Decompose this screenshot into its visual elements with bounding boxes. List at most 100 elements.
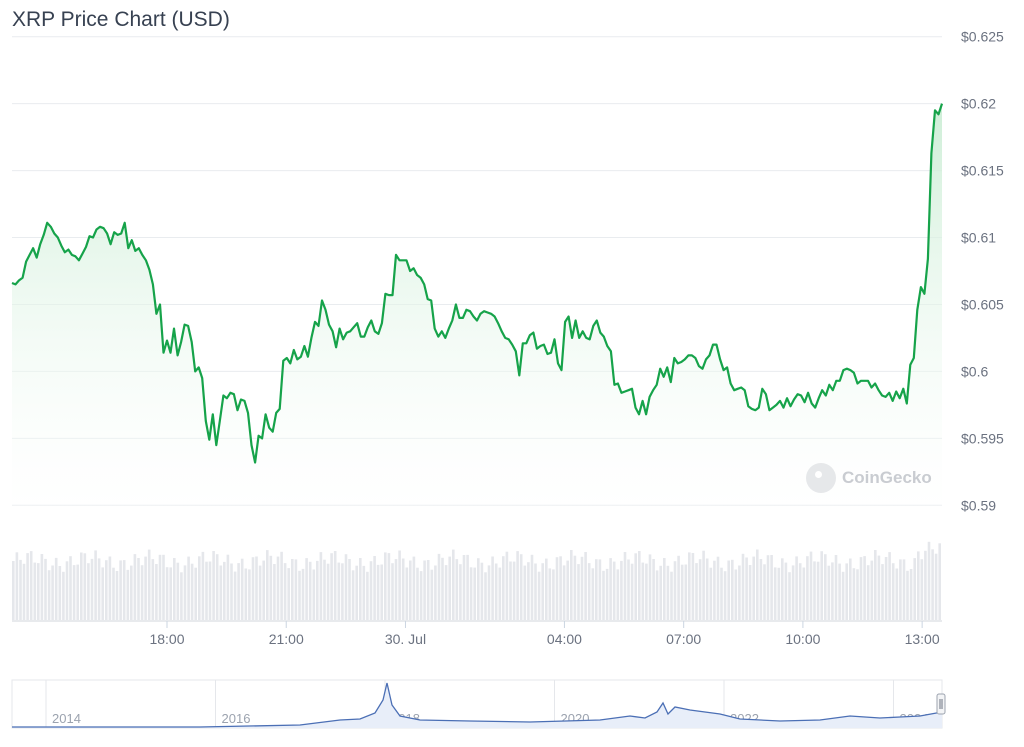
volume-bar [355, 565, 358, 620]
volume-bar [40, 554, 44, 620]
navigator-line [12, 682, 943, 728]
volume-bar [233, 571, 237, 620]
volume-bar [348, 559, 351, 620]
volume-bar [198, 556, 201, 620]
volume-bar [562, 565, 566, 620]
volume-bar [552, 569, 555, 620]
volume-bar [849, 558, 852, 620]
navigator-handle[interactable] [936, 693, 946, 715]
volume-bar [691, 553, 695, 620]
volume-bar [841, 571, 845, 620]
volume-bar [670, 571, 673, 620]
volume-bar [215, 554, 219, 620]
x-tick-label: 30. Jul [385, 631, 426, 647]
volume-bar [294, 559, 298, 620]
volume-bar [305, 558, 308, 620]
volume-bar [834, 555, 838, 620]
volume-bar [155, 564, 158, 620]
volume-bar [748, 565, 752, 620]
coingecko-watermark: CoinGecko [806, 463, 932, 493]
volume-bar [133, 554, 137, 620]
volume-bar [906, 570, 909, 620]
volume-bar [83, 553, 87, 620]
volume-bar [530, 554, 534, 620]
volume-bar [891, 563, 895, 620]
price-area [12, 103, 942, 512]
volume-bar [587, 563, 591, 620]
volume-bar [537, 571, 541, 620]
navigator[interactable]: 201420162018202020222024 [11, 679, 946, 729]
volume-bar [652, 559, 655, 620]
chart-title: XRP Price Chart (USD) [12, 8, 230, 31]
volume-bar [58, 566, 62, 620]
volume-bar [902, 559, 906, 620]
volume-bar [369, 561, 373, 620]
volume-bar [323, 559, 326, 620]
volume-bar [326, 563, 330, 620]
volume-bar [287, 568, 290, 620]
y-tick-label: $0.6 [961, 363, 988, 379]
volume-bar [94, 550, 97, 620]
volume-bar [838, 563, 841, 620]
volume-bar [863, 556, 866, 620]
volume-bar [258, 565, 262, 620]
volume-bar [809, 551, 813, 620]
volume-bar [65, 561, 69, 620]
volume-bar [26, 553, 29, 620]
volume-bar [938, 543, 941, 620]
volume-bar [208, 561, 212, 620]
volume-bar [487, 565, 491, 620]
navigator-year-label: 2016 [222, 711, 251, 726]
volume-bar [97, 558, 101, 620]
volume-bar [22, 563, 26, 620]
volume-bar [162, 554, 165, 620]
volume-bar [566, 560, 569, 620]
y-axis-labels: $0.625 $0.62 $0.615 $0.61 $0.605 $0.6 $0.595 $0… [961, 29, 1004, 514]
volume-bar [609, 558, 612, 620]
volume-bar [884, 557, 888, 620]
volume-bar [219, 565, 223, 620]
volume-bar [180, 572, 183, 620]
volume-bar [147, 549, 151, 620]
volume-bar [677, 555, 680, 620]
volume-bar [752, 556, 755, 620]
volume-bar [559, 556, 562, 620]
volume-bar [509, 561, 512, 620]
volume-bar [924, 550, 927, 620]
volume-bar [29, 551, 33, 620]
y-tick-label: $0.625 [961, 29, 1004, 45]
volume-bar [623, 552, 627, 620]
volume-bar [80, 552, 83, 620]
x-tick-label: 07:00 [666, 631, 701, 647]
volume-bar [881, 564, 884, 620]
volume-bar [130, 565, 133, 620]
volume-bar [115, 571, 119, 620]
volume-bar [251, 557, 255, 620]
volume-bar [44, 558, 47, 620]
volume-bar [602, 570, 605, 620]
volume-bar [444, 565, 448, 620]
volume-bar [430, 569, 434, 620]
volume-bars [12, 541, 942, 622]
volume-bar [634, 553, 637, 620]
volume-bar [173, 558, 176, 620]
volume-bar [766, 555, 770, 620]
volume-bar [598, 559, 602, 620]
volume-bar [237, 563, 240, 620]
volume-bar [301, 568, 305, 620]
volume-bar [380, 564, 383, 620]
volume-bar [452, 549, 455, 620]
volume-bar [816, 561, 820, 620]
volume-bar [72, 565, 76, 620]
volume-bar [33, 562, 37, 620]
volume-bar [165, 567, 169, 620]
volume-bar [308, 561, 312, 620]
x-tick-label: 13:00 [905, 631, 940, 647]
navigator-year-label: 2014 [52, 711, 81, 726]
volume-bar [731, 559, 734, 620]
volume-bar [108, 556, 112, 620]
volume-bar [663, 558, 666, 620]
volume-bar [627, 559, 630, 620]
volume-bar [519, 554, 523, 620]
